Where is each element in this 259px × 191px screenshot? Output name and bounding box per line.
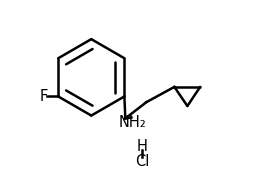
Text: H: H xyxy=(136,139,147,154)
Text: F: F xyxy=(40,89,48,104)
Text: Cl: Cl xyxy=(135,154,149,169)
Text: NH₂: NH₂ xyxy=(118,115,146,130)
